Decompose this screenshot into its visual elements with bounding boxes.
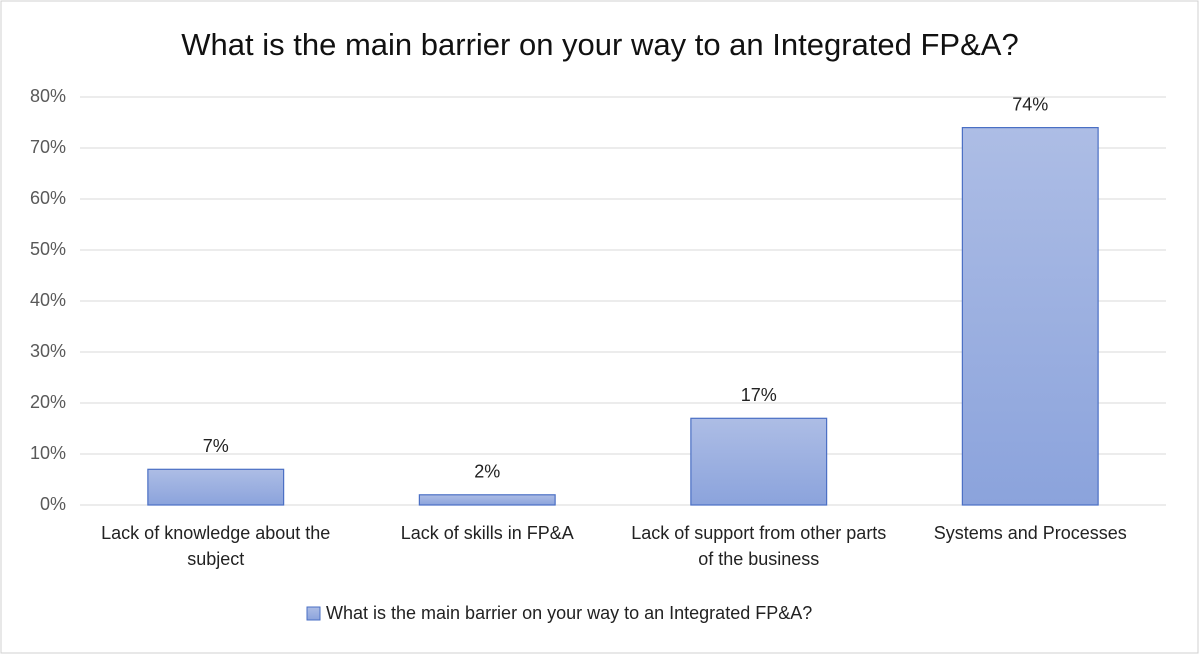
- y-tick-label: 60%: [30, 188, 66, 208]
- bar: [147, 468, 285, 506]
- x-tick-label: Lack of knowledge about the subject: [101, 523, 331, 569]
- y-tick-label: 40%: [30, 290, 66, 310]
- bar: [418, 494, 556, 506]
- y-tick-label: 70%: [30, 137, 66, 157]
- x-tick-label: Lack of skills in FP&A: [400, 523, 574, 543]
- y-tick-label: 0%: [40, 494, 66, 514]
- bar: [690, 417, 828, 506]
- y-tick-label: 50%: [30, 239, 66, 259]
- chart-title: What is the main barrier on your way to …: [181, 27, 1018, 62]
- legend-label: What is the main barrier on your way to …: [326, 603, 812, 623]
- y-tick-label: 20%: [30, 392, 66, 412]
- bar: [961, 126, 1099, 506]
- y-tick-label: 80%: [30, 86, 66, 106]
- y-tick-label: 30%: [30, 341, 66, 361]
- x-tick-label: Systems and Processes: [933, 523, 1127, 543]
- x-tick-label: Lack of support from other parts of the …: [631, 523, 887, 569]
- y-tick-label: 10%: [30, 443, 66, 463]
- data-label: 74%: [1012, 94, 1048, 114]
- data-label: 17%: [741, 385, 777, 405]
- data-label: 7%: [203, 436, 229, 456]
- data-label: 2%: [474, 462, 500, 482]
- legend-swatch: [306, 606, 321, 621]
